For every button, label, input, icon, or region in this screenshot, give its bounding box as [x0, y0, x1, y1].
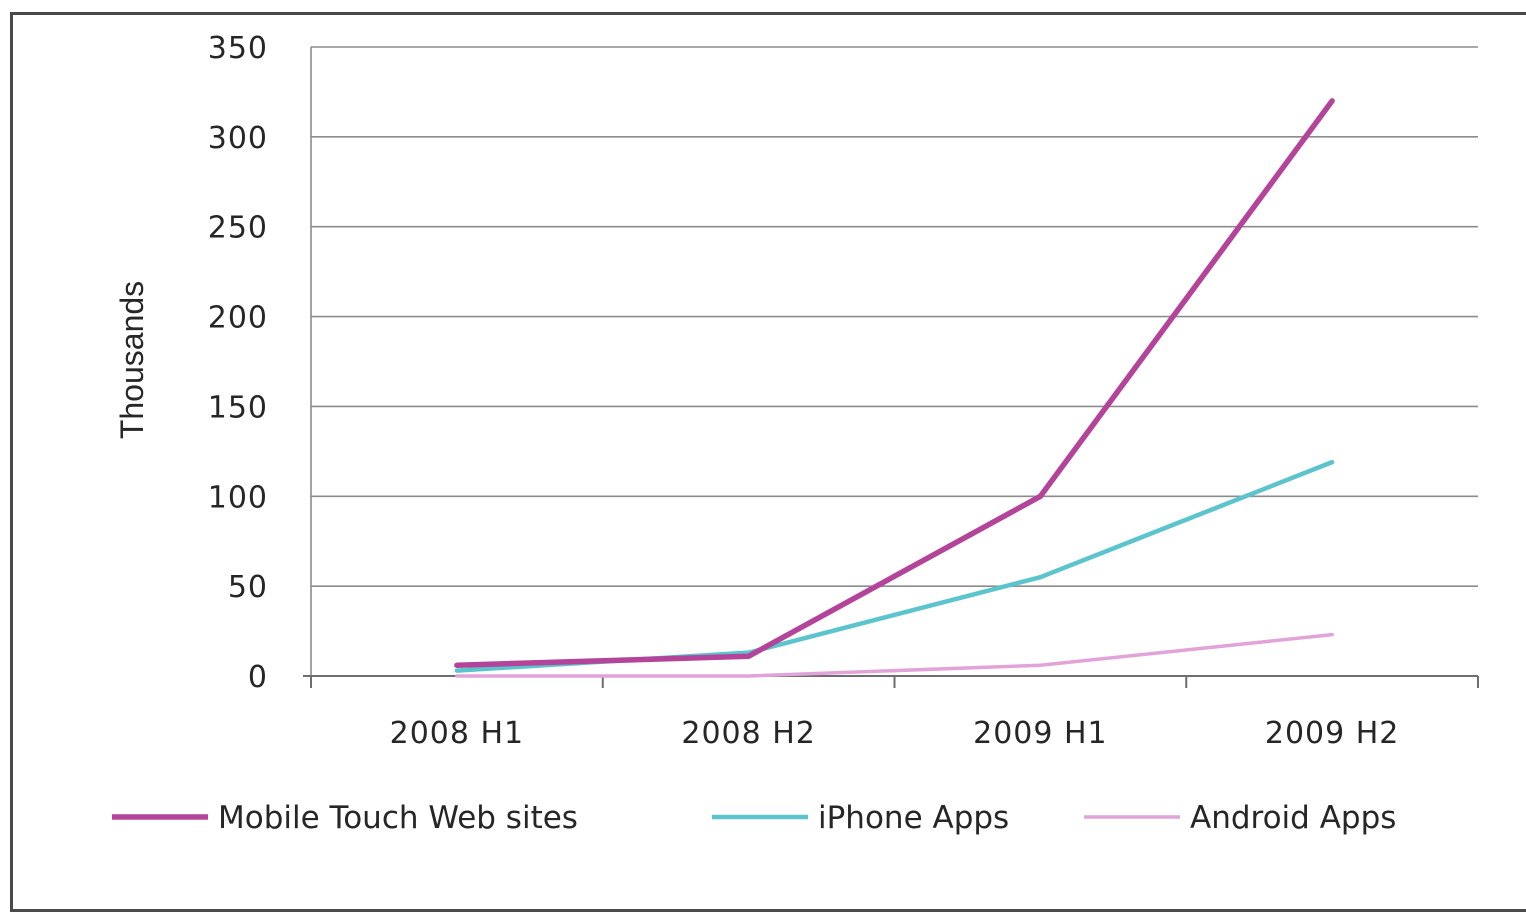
x-tick-labels: 2008 H1 2008 H2 2009 H1 2009 H2	[390, 716, 1400, 751]
y-tick-label: 150	[208, 390, 268, 425]
chart-frame	[10, 12, 1526, 912]
x-tick-label: 2009 H2	[1265, 716, 1400, 751]
legend-item: Mobile Touch Web sites	[112, 800, 578, 836]
x-tick-label: 2008 H2	[681, 716, 816, 751]
y-tick-label: 50	[228, 570, 268, 605]
series-line-0	[454, 98, 1335, 668]
x-tick-label: 2009 H1	[973, 716, 1108, 751]
y-tick-label: 350	[208, 31, 268, 66]
y-tick-label: 100	[208, 480, 268, 515]
legend-item: Android Apps	[1084, 800, 1396, 836]
legend: Mobile Touch Web sites iPhone Apps Android…	[112, 800, 1396, 836]
y-tick-label: 200	[208, 301, 268, 336]
y-tick-labels: 0 50 100 150 200 250 300 350	[208, 31, 268, 695]
y-axis-label: Thousands	[114, 281, 150, 439]
gridlines	[311, 46, 1478, 587]
series-line-2	[455, 632, 1334, 678]
legend-item: iPhone Apps	[712, 800, 1009, 836]
y-tick-label: 250	[208, 211, 268, 246]
line-chart: 0 50 100 150 200 250 300 350 2008 H1 2008 H2 2009…	[112, 31, 1479, 836]
legend-label: iPhone Apps	[818, 800, 1009, 836]
series-line-1	[454, 459, 1335, 673]
x-tick-label: 2008 H1	[390, 716, 525, 751]
series-lines	[454, 98, 1335, 678]
legend-label: Android Apps	[1190, 800, 1396, 836]
legend-label: Mobile Touch Web sites	[218, 800, 578, 836]
y-tick-label: 0	[248, 660, 268, 695]
y-tick-label: 300	[208, 121, 268, 156]
